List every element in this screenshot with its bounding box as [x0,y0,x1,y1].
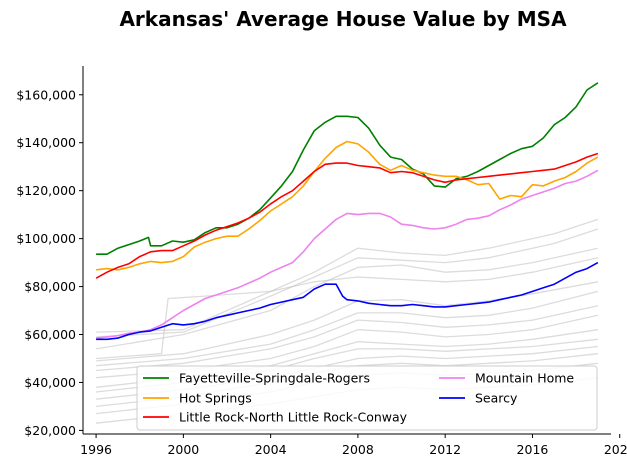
y-tick-label: $100,000 [16,231,76,246]
y-tick-label: $160,000 [16,87,76,102]
x-tick-label: 2000 [167,442,199,457]
series-line-hot-springs [96,140,599,271]
background-series-line-7 [95,247,599,350]
legend-label: Mountain Home [475,371,574,386]
highlighted-series-group [95,82,599,341]
y-tick-label: $140,000 [16,135,76,150]
x-tick-label: 2004 [255,442,287,457]
background-series-line-11 [96,305,599,372]
legend-entry: Hot Springs [143,391,252,406]
series-line-little-rock-north-little-rock-conway [95,152,599,279]
y-tick-label: $20,000 [24,423,76,438]
x-tick-label: 2020 [604,442,627,457]
y-tick-label: $60,000 [24,327,76,342]
chart-title: Arkansas' Average House Value by MSA [119,7,567,31]
y-tick-label: $40,000 [24,375,76,390]
x-tick-label: 2012 [429,442,461,457]
y-tick-label: $120,000 [16,183,76,198]
background-series-line-5 [96,218,599,333]
legend-label: Hot Springs [179,391,252,406]
x-tick-label: 2016 [517,442,549,457]
background-series-line-8 [96,257,599,360]
background-series-line-10 [96,290,599,367]
background-series-line-6 [96,228,599,338]
x-ticks: 1996 2000 2004 2008 2012 2016 2020 [80,434,627,457]
series-line-mountain-home [96,169,599,339]
axes [82,66,611,435]
legend-label: Searcy [475,391,518,406]
legend-entry: Mountain Home [439,371,574,386]
x-tick-label: 2008 [342,442,374,457]
legend: Fayetteville-Springdale-Rogers Hot Spring… [136,365,598,431]
legend-frame [136,365,598,431]
series-line-fayetteville-springdale-rogers [96,82,599,255]
background-series-line-12 [96,314,599,379]
legend-entry: Searcy [439,391,518,406]
legend-entry: Little Rock-North Little Rock-Conway [143,410,408,425]
legend-label: Fayetteville-Springdale-Rogers [179,371,370,386]
x-tick-label: 1996 [80,442,112,457]
y-tick-label: $80,000 [24,279,76,294]
legend-label: Little Rock-North Little Rock-Conway [179,410,408,425]
series-line-searcy [96,261,599,341]
y-ticks: $20,000 $40,000 $60,000 $80,000 $100,000 $120… [16,87,83,438]
legend-entry: Fayetteville-Springdale-Rogers [143,371,370,386]
